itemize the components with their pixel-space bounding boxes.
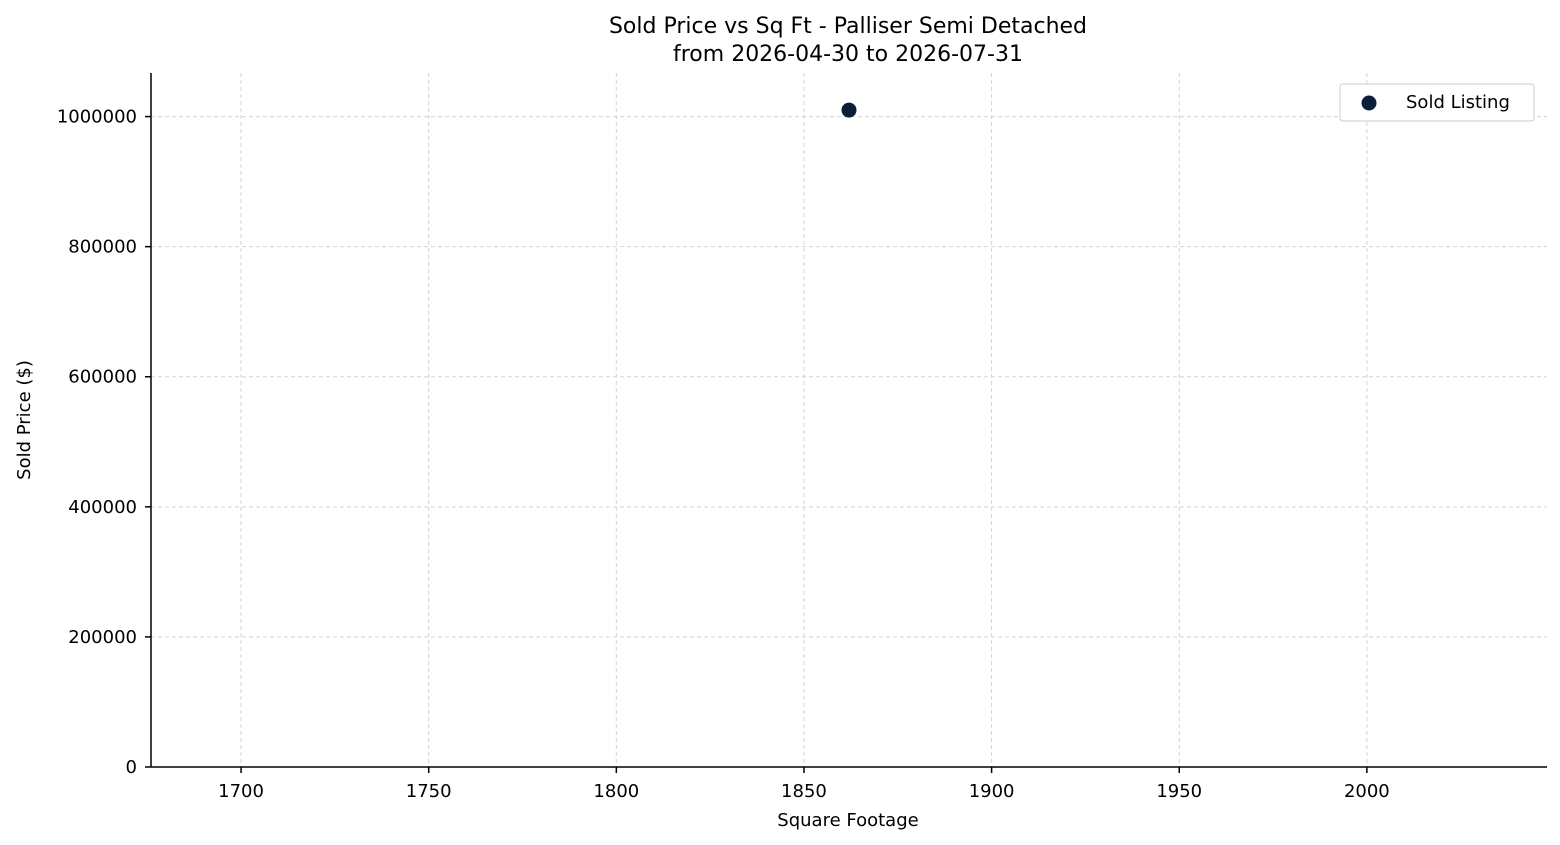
x-tick-label: 1700	[218, 781, 264, 802]
x-tick-label: 1850	[781, 781, 827, 802]
y-tick-label: 600000	[68, 367, 137, 388]
x-tick-label: 2000	[1344, 781, 1390, 802]
x-tick-label: 1800	[593, 781, 639, 802]
legend-marker	[1361, 95, 1377, 111]
legend-label: Sold Listing	[1406, 92, 1510, 113]
x-tick-label: 1950	[1156, 781, 1202, 802]
y-axis-ticks: 0 200000 400000 600000 800000 1000000	[57, 107, 151, 778]
y-tick-label: 200000	[68, 627, 137, 648]
y-tick-label: 800000	[68, 237, 137, 258]
y-tick-label: 0	[126, 757, 137, 778]
scatter-point	[841, 102, 857, 118]
y-tick-label: 1000000	[57, 107, 137, 128]
y-axis-label: Sold Price ($)	[14, 360, 35, 480]
y-tick-label: 400000	[68, 497, 137, 518]
chart-title: Sold Price vs Sq Ft - Palliser Semi Deta…	[609, 14, 1087, 39]
chart-subtitle: from 2026-04-30 to 2026-07-31	[673, 42, 1023, 67]
legend-box	[1339, 83, 1535, 122]
x-tick-label: 1750	[406, 781, 452, 802]
legend: Sold Listing	[1339, 83, 1535, 122]
x-axis-label: Square Footage	[777, 810, 918, 831]
x-tick-label: 1900	[969, 781, 1015, 802]
x-axis-ticks: 1700 1750 1800 1850 1900 1950 2000	[218, 767, 1390, 802]
data-points	[841, 102, 857, 118]
grid-lines	[151, 73, 1547, 767]
